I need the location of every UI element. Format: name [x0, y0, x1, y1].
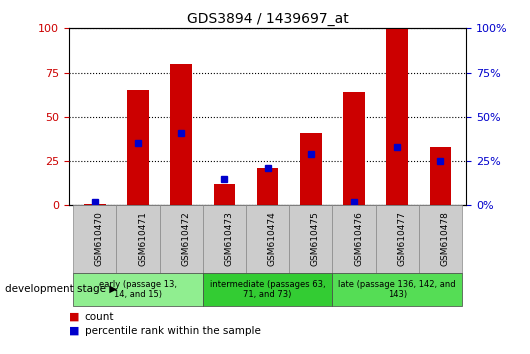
Text: early (passage 13,
14, and 15): early (passage 13, 14, and 15) — [99, 280, 177, 299]
Bar — [343, 92, 365, 205]
Text: GSM610470: GSM610470 — [95, 211, 104, 267]
Text: intermediate (passages 63,
71, and 73): intermediate (passages 63, 71, and 73) — [210, 280, 325, 299]
Text: GSM610471: GSM610471 — [138, 211, 147, 267]
Text: ■: ■ — [69, 326, 80, 336]
Text: GSM610478: GSM610478 — [440, 211, 449, 267]
Text: ■: ■ — [69, 312, 80, 322]
Text: GSM610472: GSM610472 — [181, 212, 190, 266]
Bar — [430, 147, 451, 205]
Bar — [300, 133, 322, 205]
Bar — [171, 64, 192, 205]
Bar — [214, 184, 235, 205]
Bar — [127, 90, 149, 205]
Bar — [84, 204, 105, 205]
Text: percentile rank within the sample: percentile rank within the sample — [85, 326, 261, 336]
Text: GSM610476: GSM610476 — [354, 211, 363, 267]
Text: GSM610473: GSM610473 — [224, 211, 233, 267]
Text: count: count — [85, 312, 114, 322]
Text: GSM610477: GSM610477 — [398, 211, 407, 267]
Text: GSM610475: GSM610475 — [311, 211, 320, 267]
Text: late (passage 136, 142, and
143): late (passage 136, 142, and 143) — [339, 280, 456, 299]
Text: development stage ▶: development stage ▶ — [5, 284, 118, 295]
Text: GSM610474: GSM610474 — [268, 212, 277, 266]
Bar — [386, 28, 408, 205]
Bar — [257, 168, 278, 205]
Title: GDS3894 / 1439697_at: GDS3894 / 1439697_at — [187, 12, 349, 26]
